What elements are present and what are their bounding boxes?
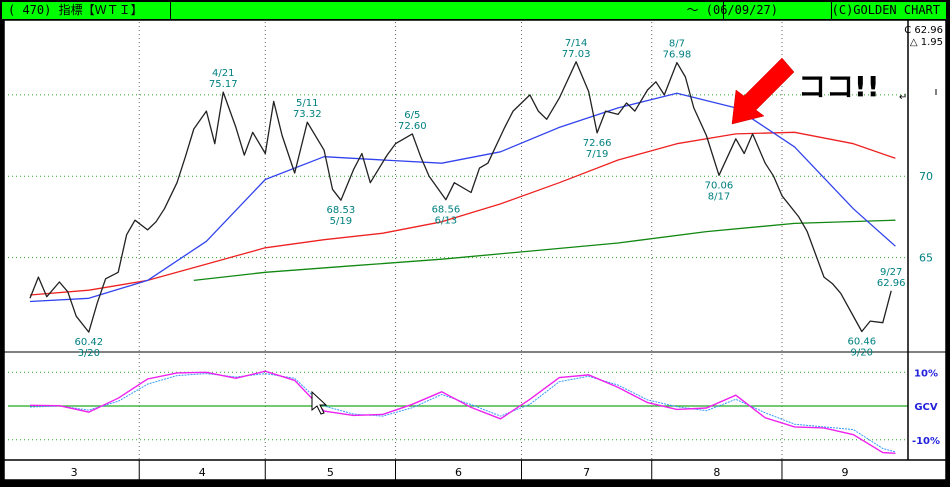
data-label: 5/19: [330, 216, 352, 227]
price-tick-label: 70: [919, 170, 933, 183]
osc-tick-label: -10%: [912, 436, 940, 447]
series-price-line: [29, 61, 892, 333]
plot-area: [4, 20, 946, 480]
series-ma_short-line: [29, 92, 896, 303]
data-label: 68.56: [432, 205, 461, 216]
month-label: 7: [583, 466, 590, 479]
change-readout: △ 1.95: [910, 37, 943, 48]
data-label: 9/27: [880, 267, 902, 278]
data-label: 73.32: [293, 109, 322, 120]
series-ma_long-line: [193, 219, 896, 282]
month-label: 9: [841, 466, 848, 479]
data-label: 7/19: [586, 149, 608, 160]
title-bar: ( 470) 指標【ＷＴＩ】 ～ (06/09/27) (C)GOLDEN CH…: [2, 2, 946, 19]
data-label: 8/7: [669, 39, 685, 50]
data-label: 8/17: [708, 191, 730, 202]
chart-title: ( 470) 指標【ＷＴＩ】: [8, 3, 143, 17]
data-label: 3/20: [78, 348, 100, 359]
osc-tick-label: 10%: [914, 368, 938, 379]
data-label: 6/5: [404, 110, 420, 121]
data-label: 75.17: [209, 79, 238, 90]
series-osc_a-line: [29, 370, 896, 454]
month-label: 6: [455, 466, 462, 479]
series-osc_b-line: [29, 373, 896, 453]
data-label: 60.42: [74, 337, 103, 348]
price-tick-label: 65: [919, 252, 933, 265]
annotation-text: ココ!!: [798, 70, 880, 103]
title-separator: [831, 2, 832, 19]
osc-tick-label: GCV: [914, 402, 938, 413]
title-separator: [723, 2, 724, 19]
series-ma_mid-line: [29, 131, 896, 296]
data-label: 62.96: [877, 278, 906, 289]
mouse-cursor-icon: [311, 390, 328, 415]
data-label: 6/13: [435, 216, 457, 227]
month-label: 3: [71, 466, 78, 479]
data-label: 68.53: [327, 205, 356, 216]
annotation-arrow: [731, 57, 795, 125]
data-label: 72.66: [583, 138, 612, 149]
data-label: 76.98: [663, 50, 692, 61]
data-label: 9/20: [851, 347, 873, 358]
annotation-mark: ↵: [899, 92, 907, 103]
data-label: 77.03: [562, 49, 591, 60]
data-label: 70.06: [705, 180, 734, 191]
chart-credit: (C)GOLDEN CHART: [831, 3, 940, 17]
close-readout: C 62.96: [904, 25, 943, 36]
month-label: 8: [713, 466, 720, 479]
month-label: 4: [199, 466, 206, 479]
chart-date: ～ (06/09/27): [686, 3, 778, 17]
title-separator: [170, 2, 171, 19]
data-label: 5/11: [296, 98, 318, 109]
chart-border: [3, 19, 947, 481]
data-label: 4/21: [212, 68, 234, 79]
data-label: 60.46: [847, 336, 876, 347]
data-label: 7/14: [565, 38, 587, 49]
month-label: 5: [327, 466, 334, 479]
data-label: 72.60: [398, 121, 427, 132]
